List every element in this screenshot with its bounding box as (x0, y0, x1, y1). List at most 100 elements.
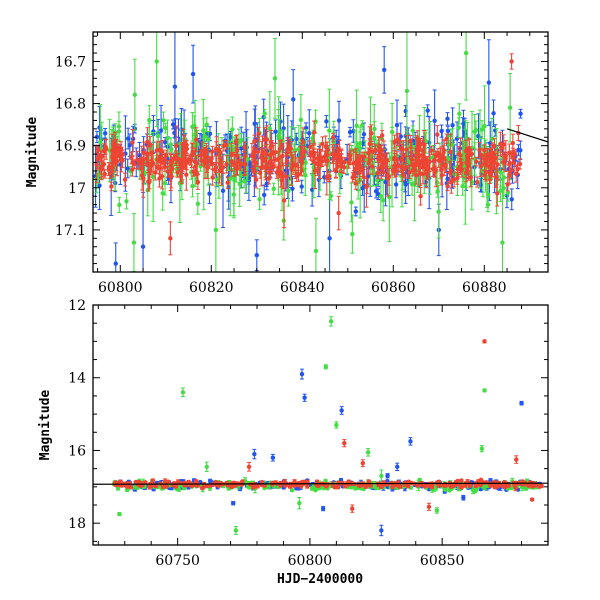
data-point (262, 108, 267, 119)
data-point (482, 339, 487, 344)
data-point (99, 154, 104, 181)
data-point (463, 32, 469, 101)
data-point (190, 174, 195, 198)
data-point (379, 130, 385, 141)
data-point (509, 188, 514, 211)
top-y-axis-label: Magnitude (25, 117, 40, 188)
data-point (132, 485, 137, 490)
data-point (147, 161, 153, 181)
data-point (372, 121, 377, 137)
data-point (333, 161, 339, 179)
data-point (311, 120, 317, 145)
data-point (350, 504, 355, 513)
data-point (479, 120, 485, 139)
data-point (463, 139, 469, 163)
data-point (425, 104, 430, 117)
data-point (117, 511, 122, 517)
y-tick-label: 17.1 (55, 223, 86, 239)
data-point (405, 482, 411, 487)
data-point (518, 108, 523, 119)
data-point (199, 155, 204, 166)
top-panel-frame (92, 31, 549, 273)
y-tick-label: 16.8 (55, 97, 86, 113)
data-point (213, 161, 219, 173)
x-tick-label: 60800 (288, 553, 333, 569)
data-point (449, 169, 454, 194)
data-point (322, 150, 327, 163)
data-point (347, 126, 353, 138)
data-point (360, 180, 365, 196)
data-point (429, 145, 434, 156)
data-point (233, 134, 239, 149)
data-point (468, 483, 473, 488)
data-point (384, 152, 390, 168)
data-point (416, 156, 422, 167)
data-point (461, 494, 466, 501)
data-point (266, 172, 272, 185)
data-point (264, 125, 270, 154)
data-point (442, 487, 448, 492)
data-point (231, 152, 237, 177)
data-point (394, 165, 399, 177)
data-point (375, 188, 381, 200)
data-point (507, 143, 512, 162)
data-point (305, 483, 310, 489)
data-point (526, 483, 532, 488)
data-point (522, 481, 528, 487)
data-point (254, 239, 259, 272)
data-point (451, 171, 457, 188)
data-point (367, 138, 372, 162)
data-point (259, 479, 265, 485)
data-point (130, 155, 135, 169)
data-point (203, 484, 208, 489)
data-point (326, 171, 332, 182)
bottom-panel-full: 60750 60800 60850 12 14 16 18 Magnitude HJD−24… (38, 298, 549, 587)
data-point (281, 172, 287, 229)
data-point (268, 141, 273, 170)
data-point (170, 119, 176, 130)
data-point (252, 108, 257, 139)
data-point (434, 507, 440, 514)
data-point (204, 461, 209, 473)
data-point (477, 142, 482, 158)
x-tick-label: 60880 (462, 280, 507, 296)
y-tick-label: 18 (68, 516, 86, 532)
data-point (479, 445, 485, 453)
data-point (297, 497, 302, 510)
data-point (213, 178, 219, 272)
data-point (313, 217, 319, 272)
data-point (209, 151, 214, 166)
data-point (109, 181, 114, 192)
data-point (351, 170, 357, 181)
data-point (465, 147, 471, 172)
data-point (448, 133, 453, 171)
data-point (130, 129, 135, 157)
data-point (495, 180, 500, 207)
data-point (459, 478, 464, 483)
data-point (487, 148, 493, 164)
data-point (339, 406, 344, 415)
data-point (168, 221, 173, 256)
data-point (316, 155, 322, 166)
data-point (441, 144, 446, 161)
y-tick-label: 16.7 (55, 54, 86, 70)
data-point (257, 188, 262, 211)
data-point (313, 488, 318, 493)
data-point (271, 182, 276, 195)
y-tick-label: 17 (68, 181, 86, 197)
y-tick-label: 16 (68, 443, 86, 459)
bottom-panel-marks (93, 316, 548, 537)
data-point (499, 142, 504, 153)
data-point (124, 193, 129, 210)
data-point (379, 469, 384, 483)
data-point (418, 186, 423, 206)
data-point (195, 174, 201, 190)
data-point (256, 126, 261, 141)
data-point (94, 146, 99, 184)
data-point (299, 368, 305, 380)
data-point (445, 112, 450, 126)
data-point (225, 176, 230, 189)
data-point (400, 168, 406, 182)
data-point (371, 103, 377, 173)
